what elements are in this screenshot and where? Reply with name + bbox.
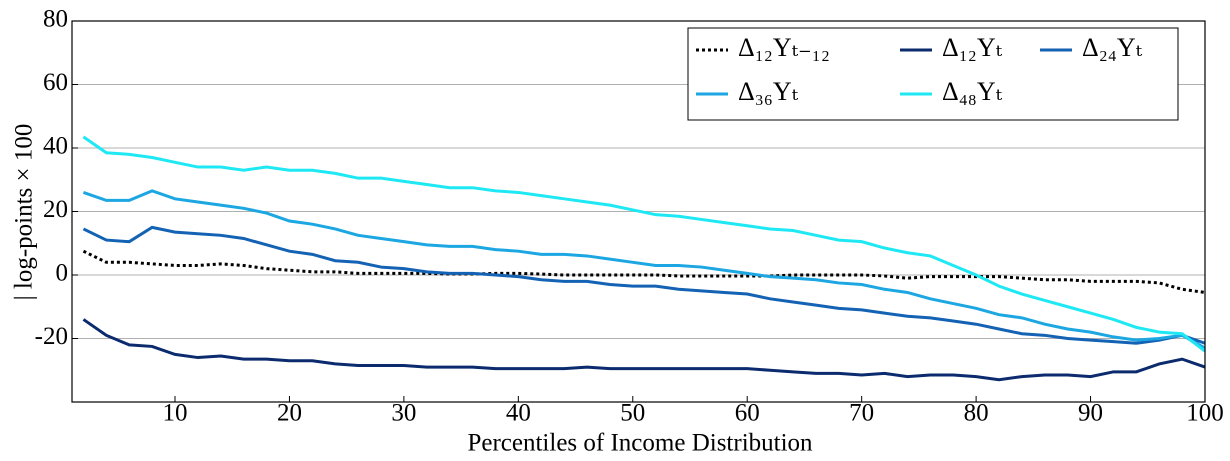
legend: Δ₁₂Yₜ₋₁₂ Δ₁₂Yₜ Δ₂₄Yₜ Δ₃₆Yₜ Δ₄₈Yₜ [687, 27, 1179, 121]
x-tick-label: 50 [620, 400, 645, 427]
legend-label: Δ₃₆Yₜ [738, 77, 799, 106]
x-tick-label: 60 [735, 400, 760, 427]
y-tick-label: 60 [43, 69, 68, 96]
series-line [82, 249, 1206, 294]
plot-frame [71, 20, 1206, 403]
legend-label: Δ₄₈Yₜ [942, 77, 1003, 106]
series-line [82, 135, 1206, 353]
x-tick-label: 10 [163, 400, 188, 427]
legend-box [687, 27, 1179, 121]
legend-label: Δ₁₂Yₜ₋₁₂ [738, 33, 830, 62]
y-tick-label: 20 [43, 196, 68, 223]
x-tick-label: 80 [964, 400, 989, 427]
x-tick-label: 30 [391, 400, 416, 427]
y-axis-label: | log-points × 100 [11, 124, 38, 301]
x-tick-label: 40 [506, 400, 531, 427]
x-tick-label: 100 [1186, 400, 1224, 427]
series-line [82, 318, 1206, 382]
y-tick-label: 80 [43, 6, 68, 33]
x-tick-label: 20 [277, 400, 302, 427]
y-tick-label: -20 [35, 323, 68, 350]
series-line [82, 225, 1206, 345]
legend-label: Δ₂₄Yₜ [1082, 33, 1143, 62]
x-tick-label: 90 [1078, 400, 1103, 427]
legend-label: Δ₁₂Yₜ [942, 33, 1003, 62]
x-tick-label: 70 [849, 400, 874, 427]
x-axis-label: Percentiles of Income Distribution [467, 430, 813, 457]
y-tick-label: 0 [56, 260, 69, 287]
series-line [82, 189, 1206, 350]
y-tick-label: 40 [43, 133, 68, 160]
